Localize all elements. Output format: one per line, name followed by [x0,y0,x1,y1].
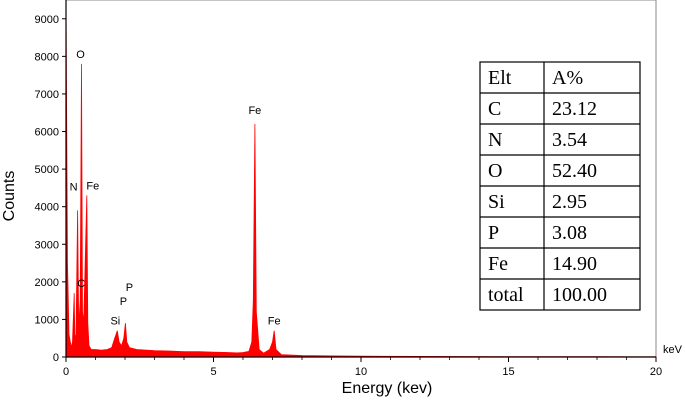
x-axis-ticks: 0 5 10 15 20 [63,357,662,378]
table-value-cell: 23.12 [552,98,597,120]
x-tick-label: 20 [650,366,662,378]
peak-label-fe: Fe [248,105,261,117]
x-tick-label: 15 [502,366,514,378]
table-header-cell: Elt [488,67,512,89]
y-tick-label: 6000 [35,127,59,139]
spectrum-series-0 [65,0,657,358]
table-element-cell: total [488,284,524,306]
table-value-cell: 100.00 [552,284,607,306]
table-element-cell: P [488,222,499,244]
table-value-cell: 3.54 [552,129,587,151]
peak-label-o: O [76,49,85,61]
y-tick-label: 0 [53,352,59,364]
spectrum-layer [65,0,657,358]
table-value-cell: 52.40 [552,160,597,182]
peak-label-si: Si [110,316,120,328]
y-tick-label: 1000 [35,314,59,326]
y-tick-label: 2000 [35,277,59,289]
x-unit-label: keV [663,344,683,356]
y-tick-label: 7000 [35,89,59,101]
table-element-cell: Fe [488,253,508,275]
table-value-cell: 14.90 [552,253,597,275]
peak-label-c: C [77,278,85,290]
table-element-cell: O [488,160,502,182]
peak-label-fe: Fe [86,180,99,192]
y-axis-title: Counts [1,171,18,222]
y-tick-label: 3000 [35,239,59,251]
y-tick-label: 4000 [35,202,59,214]
y-axis-ticks: 0 1000 2000 3000 4000 5000 6000 7000 8000 9000 [35,14,66,364]
composition-table: Elt A% C 23.12 N 3.54 O 52.40 Si 2.95 P 3.08 Fe 14.90… [479,61,641,311]
x-tick-label: 0 [63,366,69,378]
peak-label-p: P [126,282,133,294]
table-value-cell: 3.08 [552,222,587,244]
peak-label-p: P [120,296,127,308]
peak-label-n: N [70,181,78,193]
y-tick-label: 8000 [35,51,59,63]
x-axis-title: Energy (kev) [342,380,433,397]
table-element-cell: C [488,98,501,120]
table-element-cell: Si [488,191,505,213]
table-header-cell: A% [552,67,583,89]
table-value-cell: 2.95 [552,191,587,213]
y-tick-label: 5000 [35,164,59,176]
x-tick-label: 5 [210,366,216,378]
peak-label-fe: Fe [268,316,281,328]
table-element-cell: N [488,129,502,151]
y-tick-label: 9000 [35,14,59,26]
x-tick-label: 10 [355,366,367,378]
